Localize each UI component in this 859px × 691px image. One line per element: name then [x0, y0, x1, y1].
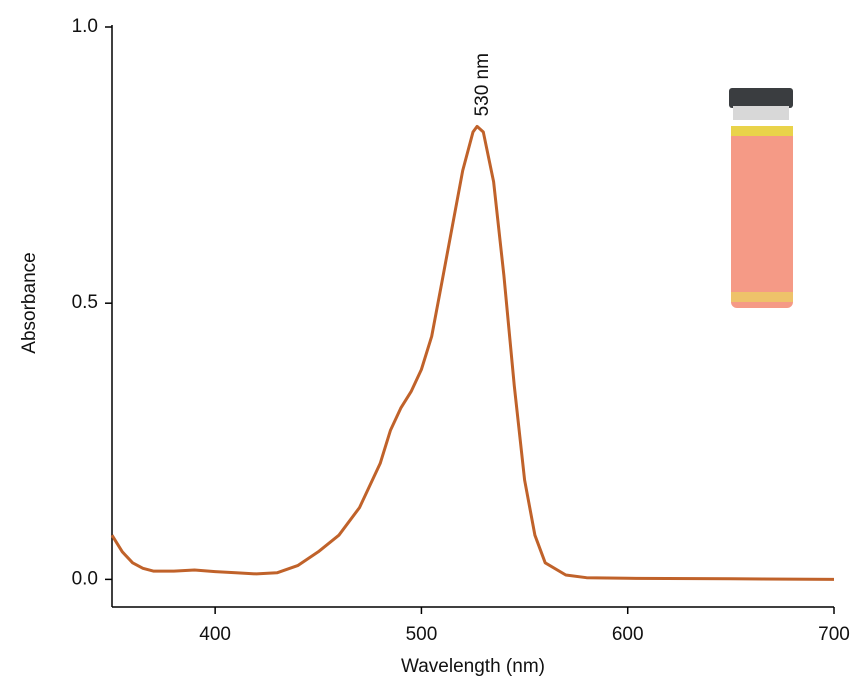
- vial-image: [729, 88, 793, 308]
- y-tick-label: 1.0: [72, 16, 98, 37]
- y-axis-label: Absorbance: [19, 252, 40, 353]
- x-tick-label: 600: [612, 624, 644, 645]
- x-axis-label: Wavelength (nm): [401, 656, 545, 677]
- peak-annotation: 530 nm: [472, 53, 493, 116]
- y-tick-label: 0.5: [72, 292, 98, 313]
- line-series: [110, 124, 835, 581]
- x-tick-label: 700: [818, 624, 850, 645]
- y-tick-label: 0.0: [72, 568, 98, 589]
- x-tick-label: 500: [406, 624, 438, 645]
- x-tick-label: 400: [199, 624, 231, 645]
